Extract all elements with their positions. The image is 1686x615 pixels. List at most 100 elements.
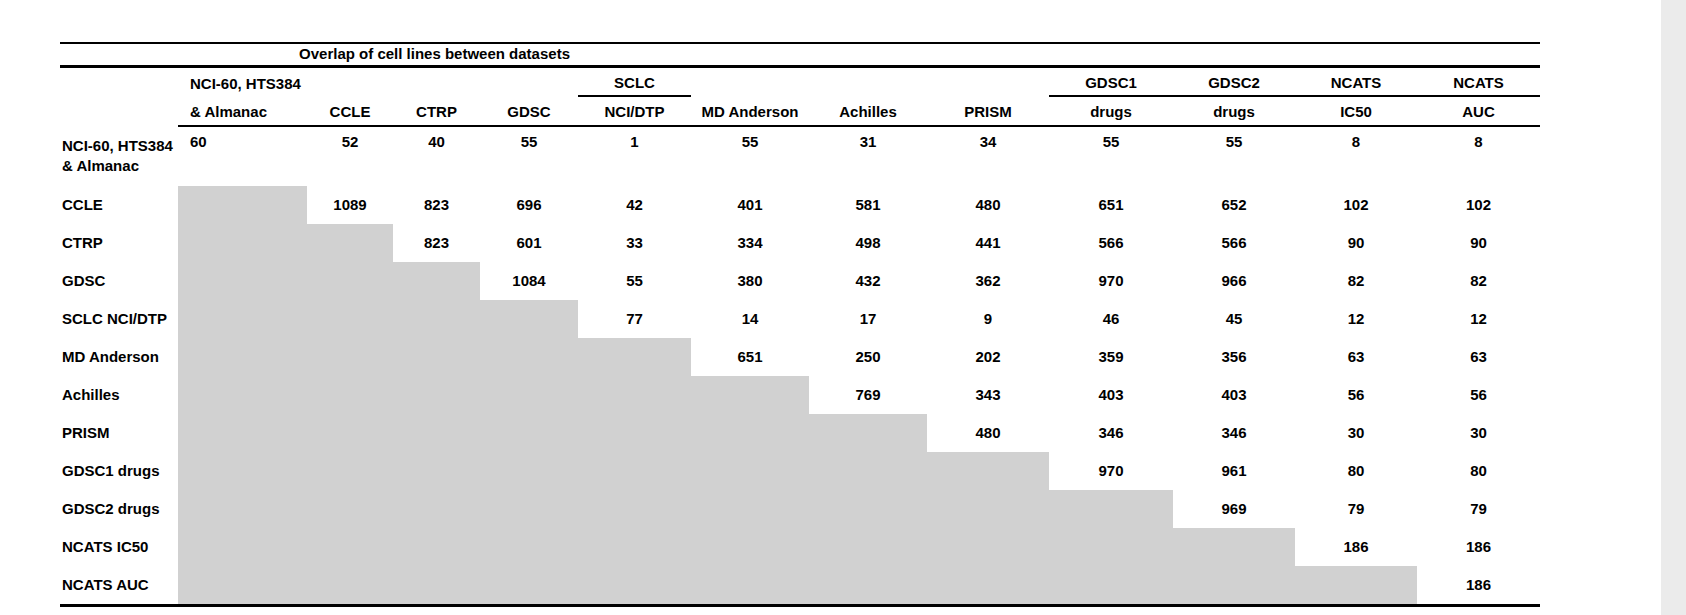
- shaded-cell: [927, 490, 1049, 528]
- matrix-cell: 359: [1049, 338, 1173, 376]
- matrix-cell: 60: [178, 126, 307, 186]
- col-header-top-prism: [927, 67, 1049, 97]
- shaded-cell: [307, 262, 393, 300]
- row-label: NCATS AUC: [60, 566, 178, 606]
- shaded-cell: [178, 452, 307, 490]
- shaded-cell: [393, 338, 480, 376]
- table-row: PRISM4803463463030: [60, 414, 1540, 452]
- shaded-cell: [178, 414, 307, 452]
- matrix-cell: 186: [1417, 566, 1540, 606]
- shaded-cell: [1049, 566, 1173, 606]
- col-header-ctrp: CTRP: [393, 96, 480, 126]
- matrix-cell: 566: [1049, 224, 1173, 262]
- shaded-cell: [480, 338, 578, 376]
- table-row: NCATS AUC 186: [60, 566, 1540, 606]
- matrix-cell: 82: [1295, 262, 1417, 300]
- shaded-cell: [809, 566, 927, 606]
- shaded-cell: [809, 414, 927, 452]
- shaded-cell: [393, 262, 480, 300]
- table-row: MD Anderson6512502023593566363: [60, 338, 1540, 376]
- col-header-prism: PRISM: [927, 96, 1049, 126]
- matrix-cell: 480: [927, 414, 1049, 452]
- shaded-cell: [178, 186, 307, 224]
- matrix-cell: 12: [1295, 300, 1417, 338]
- shaded-cell: [480, 300, 578, 338]
- col-header-gdsc1: drugs: [1049, 96, 1173, 126]
- row-label: CTRP: [60, 224, 178, 262]
- shaded-cell: [480, 528, 578, 566]
- col-header-top-ccle: [307, 67, 393, 97]
- shaded-cell: [307, 338, 393, 376]
- matrix-cell: 30: [1295, 414, 1417, 452]
- shaded-cell: [393, 528, 480, 566]
- matrix-cell: 45: [1173, 300, 1295, 338]
- shaded-cell: [1049, 490, 1173, 528]
- shaded-cell: [1049, 528, 1173, 566]
- matrix-cell: 77: [578, 300, 691, 338]
- row-label: MD Anderson: [60, 338, 178, 376]
- shaded-cell: [578, 490, 691, 528]
- matrix-cell: 12: [1417, 300, 1540, 338]
- matrix-cell: 102: [1295, 186, 1417, 224]
- shaded-cell: [178, 262, 307, 300]
- matrix-cell: 334: [691, 224, 809, 262]
- title-row-spacer-left: [60, 43, 178, 67]
- matrix-cell: 823: [393, 224, 480, 262]
- col-header-top-sclc: SCLC: [578, 67, 691, 97]
- row-label: CCLE: [60, 186, 178, 224]
- col-header-achilles: Achilles: [809, 96, 927, 126]
- shaded-cell: [691, 414, 809, 452]
- shaded-cell: [691, 528, 809, 566]
- shaded-cell: [307, 224, 393, 262]
- matrix-cell: 581: [809, 186, 927, 224]
- matrix-cell: 652: [1173, 186, 1295, 224]
- matrix-cell: 651: [1049, 186, 1173, 224]
- col-header-gdsc2: drugs: [1173, 96, 1295, 126]
- shaded-cell: [927, 566, 1049, 606]
- matrix-cell: 346: [1173, 414, 1295, 452]
- matrix-cell: 55: [578, 262, 691, 300]
- col-header-top-gdsc1: GDSC1: [1049, 67, 1173, 97]
- col-header-nci60: & Almanac: [178, 96, 307, 126]
- matrix-cell: 63: [1417, 338, 1540, 376]
- matrix-cell: 8: [1417, 126, 1540, 186]
- figure-canvas: Overlap of cell lines between datasets N…: [0, 0, 1686, 615]
- shaded-cell: [480, 414, 578, 452]
- matrix-cell: 33: [578, 224, 691, 262]
- row-label: NCI-60, HTS384 & Almanac: [60, 126, 178, 186]
- table-row: Achilles7693434034035656: [60, 376, 1540, 414]
- col-header-mdanderson: MD Anderson: [691, 96, 809, 126]
- matrix-cell: 401: [691, 186, 809, 224]
- matrix-cell: 55: [1173, 126, 1295, 186]
- shaded-cell: [691, 490, 809, 528]
- shaded-cell: [578, 338, 691, 376]
- col-header-top-ctrp: [393, 67, 480, 97]
- row-label: GDSC1 drugs: [60, 452, 178, 490]
- header-spacer: [60, 96, 178, 126]
- shaded-cell: [178, 376, 307, 414]
- table-title: Overlap of cell lines between datasets: [178, 43, 691, 67]
- matrix-cell: 343: [927, 376, 1049, 414]
- col-header-sclc: NCI/DTP: [578, 96, 691, 126]
- shaded-cell: [809, 490, 927, 528]
- matrix-cell: 362: [927, 262, 1049, 300]
- shaded-cell: [393, 414, 480, 452]
- table-row: NCI-60, HTS384 & Almanac6052405515531345…: [60, 126, 1540, 186]
- shaded-cell: [578, 528, 691, 566]
- shaded-cell: [307, 566, 393, 606]
- shaded-cell: [691, 566, 809, 606]
- col-header-top-ncats-ic50: NCATS: [1295, 67, 1417, 97]
- matrix-cell: 441: [927, 224, 1049, 262]
- col-header-ncats-auc: AUC: [1417, 96, 1540, 126]
- matrix-cell: 52: [307, 126, 393, 186]
- row-label: SCLC NCI/DTP: [60, 300, 178, 338]
- col-header-top-achilles: [809, 67, 927, 97]
- matrix-cell: 970: [1049, 262, 1173, 300]
- matrix-cell: 82: [1417, 262, 1540, 300]
- table-row: SCLC NCI/DTP771417946451212: [60, 300, 1540, 338]
- shaded-cell: [578, 566, 691, 606]
- title-row: Overlap of cell lines between datasets: [60, 43, 1540, 67]
- matrix-cell: 356: [1173, 338, 1295, 376]
- shaded-cell: [1173, 528, 1295, 566]
- shaded-cell: [809, 452, 927, 490]
